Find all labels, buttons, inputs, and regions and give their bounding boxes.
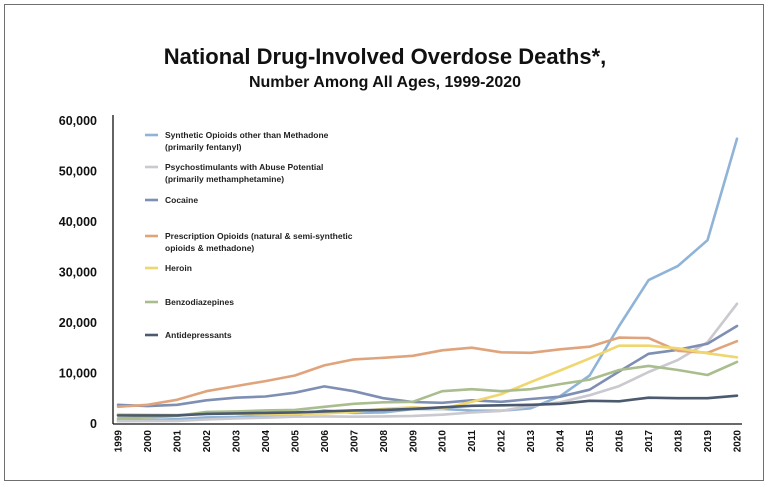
x-tick-label: 2017: [644, 430, 655, 453]
x-tick-label: 2004: [261, 430, 272, 453]
chart-subtitle: Number Among All Ages, 1999-2020: [248, 74, 522, 91]
legend-label: (primarily fentanyl): [165, 142, 242, 152]
x-tick-label: 2019: [703, 430, 714, 453]
legend-label: Prescription Opioids (natural & semi-syn…: [165, 231, 353, 241]
x-tick-label: 2011: [467, 430, 478, 452]
x-tick-label: 2006: [320, 430, 331, 453]
axes: 0 10,000 20,000 30,000 40,000 50,000 60,000 199…: [59, 114, 744, 452]
x-tick-label: 2009: [408, 430, 419, 453]
x-tick-label: 2018: [674, 430, 685, 453]
x-tick-label: 2015: [585, 430, 596, 453]
series-line-1: [116, 302, 739, 423]
x-tick-label: 2014: [556, 430, 567, 453]
x-tick-label: 2008: [379, 430, 390, 453]
legend-label: Benzodiazepines: [165, 297, 234, 307]
x-tick-label: 2016: [615, 430, 626, 453]
legend: Synthetic Opioids other than Methadone (p…: [145, 130, 353, 340]
chart-title: National Drug-Involved Overdose Deaths*,: [163, 44, 607, 69]
x-tick-label: 2002: [202, 430, 213, 453]
x-tick-label: 2020: [733, 430, 744, 453]
y-tick-label: 0: [90, 417, 97, 431]
series-line-6: [116, 394, 739, 417]
x-tick-label: 2003: [231, 430, 242, 453]
x-tick-label: 2010: [438, 430, 449, 453]
x-tick-label: 2000: [143, 430, 154, 453]
x-tick-label: 2012: [497, 430, 508, 453]
y-tick-label: 10,000: [59, 367, 97, 381]
legend-label: Cocaine: [165, 195, 198, 205]
y-tick-label: 30,000: [59, 266, 97, 280]
series-line-5: [116, 360, 739, 420]
series-line-3: [116, 336, 739, 409]
y-tick-label: 40,000: [59, 215, 97, 229]
x-tick-label: 2001: [172, 430, 183, 453]
y-tick-label: 20,000: [59, 316, 97, 330]
legend-label: Psychostimulants with Abuse Potential: [165, 162, 323, 172]
y-tick-label: 50,000: [59, 165, 97, 179]
x-tick-label: 1999: [114, 430, 125, 453]
x-tick-label: 2005: [290, 430, 301, 453]
x-tick-label: 2013: [526, 430, 537, 453]
legend-label: Heroin: [165, 263, 192, 273]
legend-label: opioids & methadone): [165, 243, 254, 253]
series-line-2: [116, 324, 739, 408]
x-tick-label: 2007: [349, 430, 360, 453]
y-tick-label: 60,000: [59, 114, 97, 128]
legend-label: Antidepressants: [165, 330, 232, 340]
legend-label: Synthetic Opioids other than Methadone: [165, 130, 329, 140]
series-lines: [116, 137, 739, 423]
legend-label: (primarily methamphetamine): [165, 174, 284, 184]
